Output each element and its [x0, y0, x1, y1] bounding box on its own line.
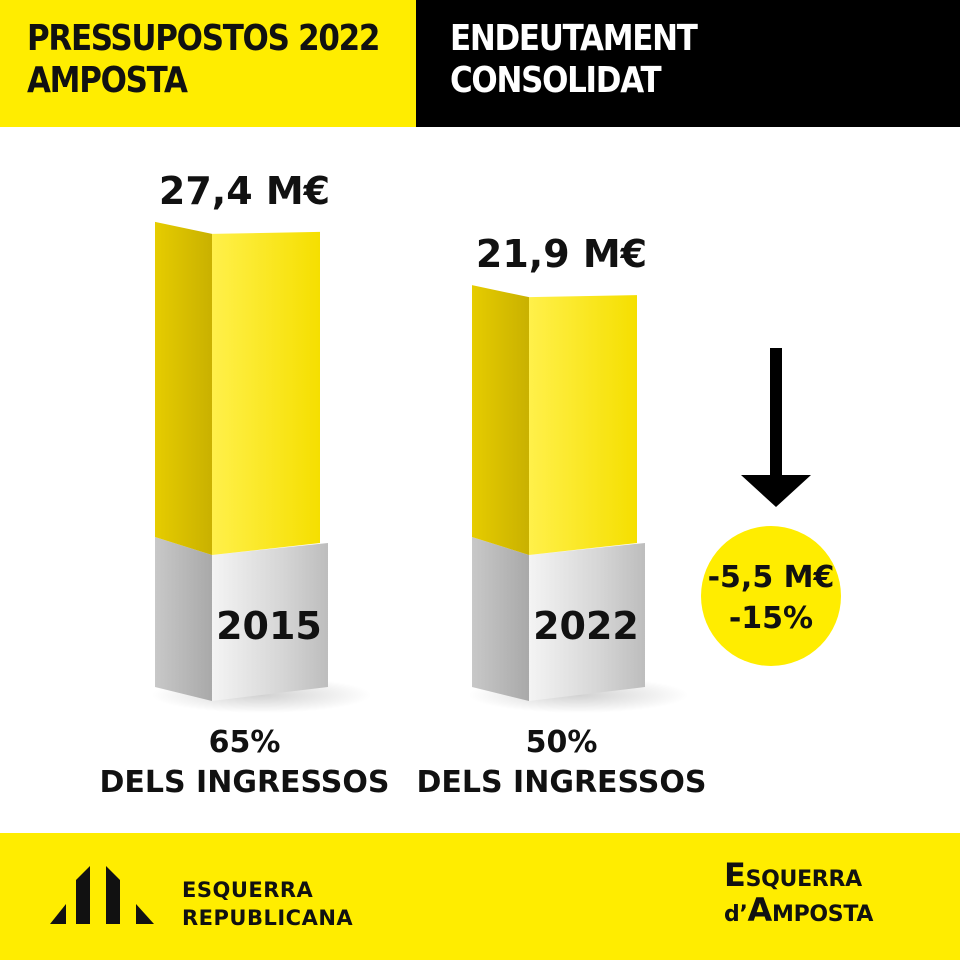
- esquerra-amposta-logo: ESQUERRA d’AMPOSTA: [724, 859, 874, 930]
- erc-logo-line2: REPUBLICANA: [182, 906, 354, 930]
- percent-label-2015: 65%: [209, 725, 281, 760]
- eda-rest-1: SQUERRA: [745, 867, 863, 892]
- erc-bars-icon: [50, 866, 154, 924]
- header-right-panel: ENDEUTAMENT CONSOLIDAT: [416, 0, 960, 127]
- down-arrow-icon: [741, 475, 811, 507]
- bar-base-front-2022: [529, 543, 645, 701]
- down-arrow-shaft: [770, 348, 782, 478]
- footer-band: [0, 833, 960, 960]
- bar-2015: [212, 231, 320, 555]
- bar-base-front-2015: [212, 543, 328, 701]
- eda-initial-e: E: [724, 856, 746, 894]
- reduction-circle: [701, 526, 841, 666]
- income-label-2015: DELS INGRESSOS: [99, 765, 389, 800]
- erc-logo-text: ESQUERRA REPUBLICANA: [182, 876, 353, 932]
- reduction-amount-label: -5,5 M€: [708, 560, 835, 595]
- eda-logo-line2: d’AMPOSTA: [724, 894, 874, 930]
- reduction-percent-label: -15%: [729, 601, 813, 636]
- eda-initial-a: A: [747, 891, 773, 929]
- eda-prefix: d’: [724, 902, 748, 927]
- header-left-panel: PRESSUPOSTOS 2022 AMPOSTA: [0, 0, 416, 127]
- bar-side-2015: [155, 221, 212, 555]
- budget-title-line2: AMPOSTA: [27, 60, 188, 101]
- bar-base-side-2022: [472, 537, 529, 701]
- percent-label-2022: 50%: [526, 725, 598, 760]
- debt-title-line1: ENDEUTAMENT: [450, 18, 698, 59]
- debt-title-line2: CONSOLIDAT: [450, 60, 662, 101]
- budget-title: PRESSUPOSTOS 2022 AMPOSTA: [27, 18, 380, 102]
- debt-bar-chart: 2015 27,4 M€ 65% DELS INGRESSOS 2022 21,9 M€ 5…: [99, 169, 841, 800]
- value-label-2015: 27,4 M€: [159, 169, 330, 213]
- budget-title-line1: PRESSUPOSTOS 2022: [27, 18, 380, 59]
- eda-rest-2: MPOSTA: [771, 902, 874, 927]
- bar-2022: [529, 295, 637, 555]
- erc-logo-line1: ESQUERRA: [182, 878, 314, 902]
- category-label-2022: 2022: [533, 604, 639, 648]
- eda-logo-line1: ESQUERRA: [724, 859, 873, 895]
- bar-base-side-2015: [155, 537, 212, 701]
- value-label-2022: 21,9 M€: [476, 232, 647, 276]
- debt-title: ENDEUTAMENT CONSOLIDAT: [450, 18, 698, 102]
- income-label-2022: DELS INGRESSOS: [416, 765, 706, 800]
- bar-side-2022: [472, 285, 529, 555]
- category-label-2015: 2015: [216, 604, 322, 648]
